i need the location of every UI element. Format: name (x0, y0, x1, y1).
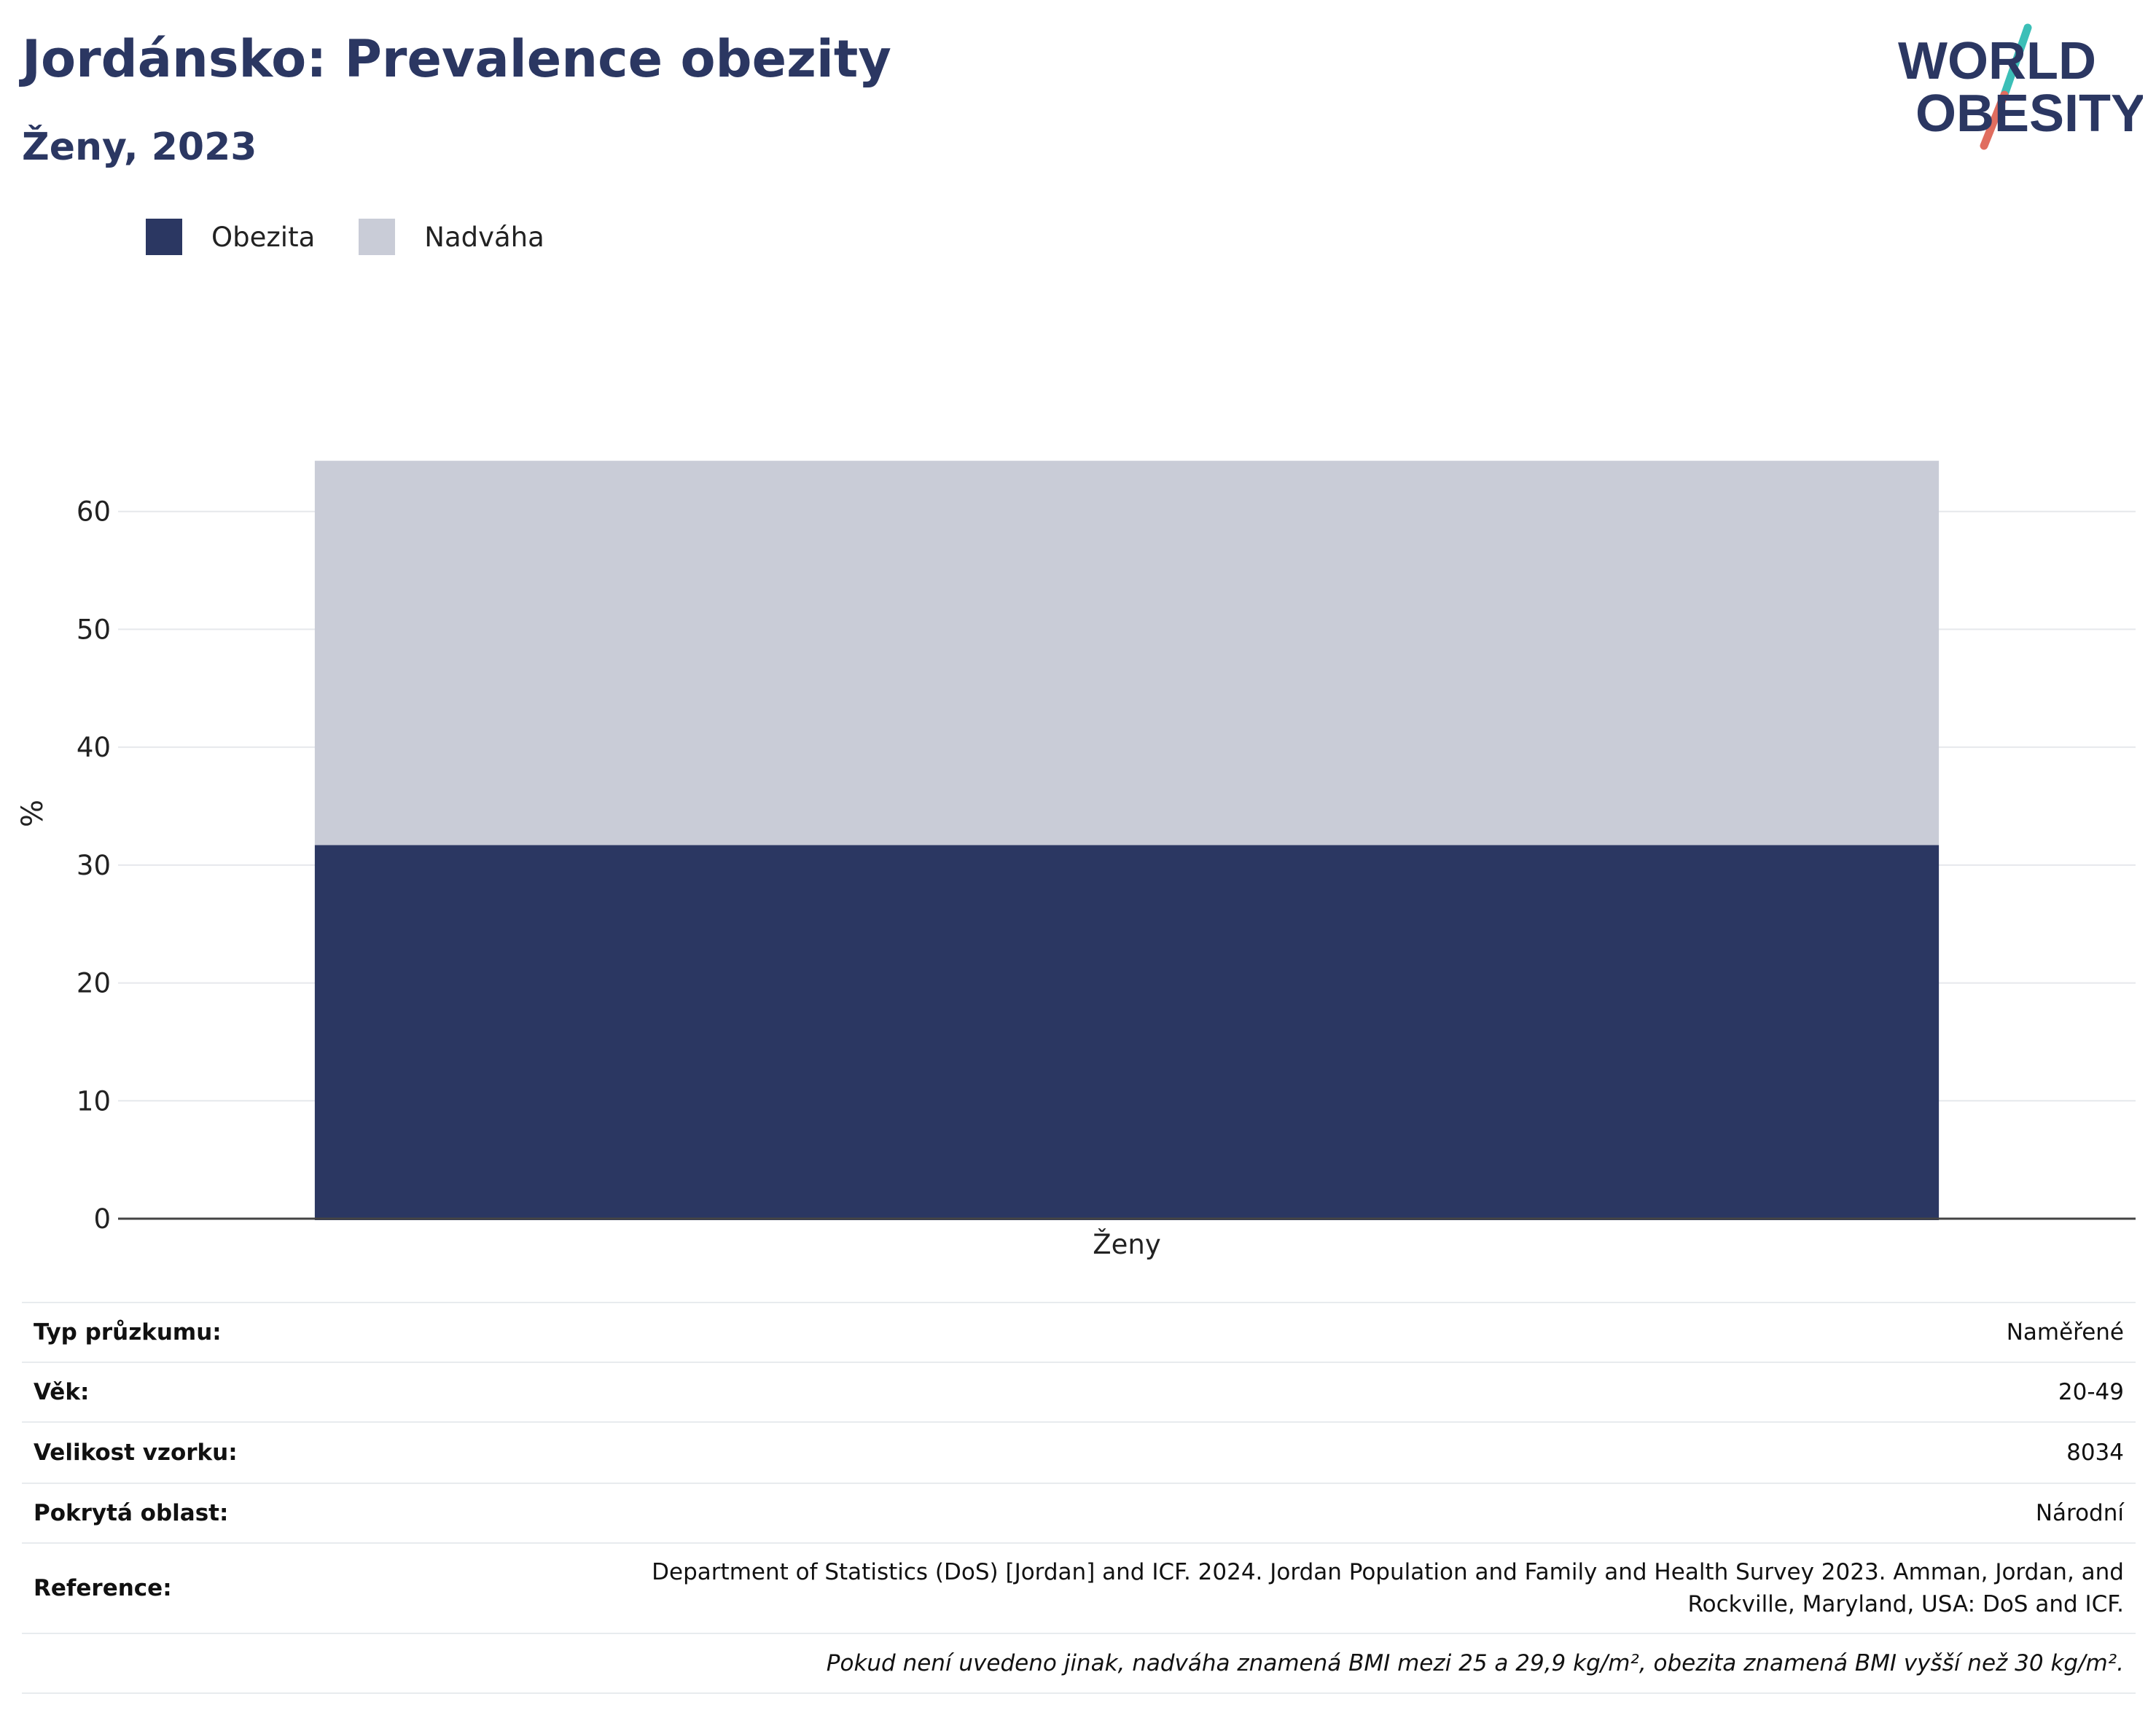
info-row-area: Pokrytá oblast: Národní (22, 1483, 2136, 1543)
y-tick-label: 0 (93, 1203, 111, 1235)
world-obesity-logo: WORLD OBESITY (1898, 23, 2143, 150)
logo-word-obesity: OBESITY (1915, 85, 2143, 143)
legend-item-obezita[interactable]: Obezita (146, 219, 315, 255)
info-value: Naměřené (555, 1302, 2136, 1362)
survey-info-table: Typ průzkumu: Naměřené Věk: 20-49 Veliko… (22, 1302, 2136, 1694)
reference-text[interactable]: Department of Statistics (DoS) [Jordan] … (652, 1559, 2124, 1617)
info-label: Reference: (22, 1542, 555, 1633)
y-tick-label: 30 (77, 850, 111, 881)
info-label: Věk: (22, 1362, 555, 1422)
legend-item-nadvaha[interactable]: Nadváha (359, 219, 544, 255)
legend-swatch-obezita (146, 219, 182, 255)
logo-slash-teal (2000, 23, 2032, 99)
legend-swatch-nadvaha (359, 219, 396, 255)
bar-obezita[interactable] (314, 845, 1940, 1220)
y-tick-label: 50 (77, 614, 111, 645)
info-label: Typ průzkumu: (22, 1302, 555, 1362)
info-row-sample-size: Velikost vzorku: 8034 (22, 1421, 2136, 1483)
info-row-age: Věk: 20-49 (22, 1362, 2136, 1422)
logo-slash-coral (1980, 90, 2009, 150)
definition-note: Pokud není uvedeno jinak, nadváha znamen… (22, 1633, 2136, 1694)
legend-label-nadvaha: Nadváha (424, 221, 544, 253)
info-value: Národní (555, 1483, 2136, 1543)
info-row-survey-type: Typ průzkumu: Naměřené (22, 1302, 2136, 1362)
info-row-reference: Reference: Department of Statistics (DoS… (22, 1542, 2136, 1633)
y-axis-ticks: 0 10 20 30 40 50 60 (77, 496, 111, 1235)
y-tick-label: 20 (77, 968, 111, 999)
y-axis-label: % (16, 800, 50, 827)
info-label: Pokrytá oblast: (22, 1483, 555, 1543)
info-value: 20-49 (555, 1362, 2136, 1422)
y-tick-label: 10 (77, 1085, 111, 1117)
legend-label-obezita: Obezita (211, 221, 316, 253)
y-tick-label: 60 (77, 496, 111, 528)
bar-stack (314, 461, 1940, 1220)
chart-legend: Obezita Nadváha (146, 217, 588, 257)
bar-nadváha[interactable] (314, 461, 1940, 845)
y-tick-label: 40 (77, 732, 111, 763)
info-value: Department of Statistics (DoS) [Jordan] … (555, 1542, 2136, 1633)
logo-word-world: WORLD (1898, 32, 2096, 90)
info-row-note: Pokud není uvedeno jinak, nadváha znamen… (22, 1633, 2136, 1694)
chart-title: Jordánsko: Prevalence obezity (22, 29, 891, 89)
chart-subtitle: Ženy, 2023 (22, 125, 257, 169)
x-tick-label: Ženy (1093, 1228, 1160, 1260)
info-value: 8034 (555, 1421, 2136, 1483)
x-axis-ticks: Ženy (1093, 1228, 1160, 1260)
info-label: Velikost vzorku: (22, 1421, 555, 1483)
bar-chart: 0 10 20 30 40 50 60 Ženy % (16, 461, 2136, 1260)
